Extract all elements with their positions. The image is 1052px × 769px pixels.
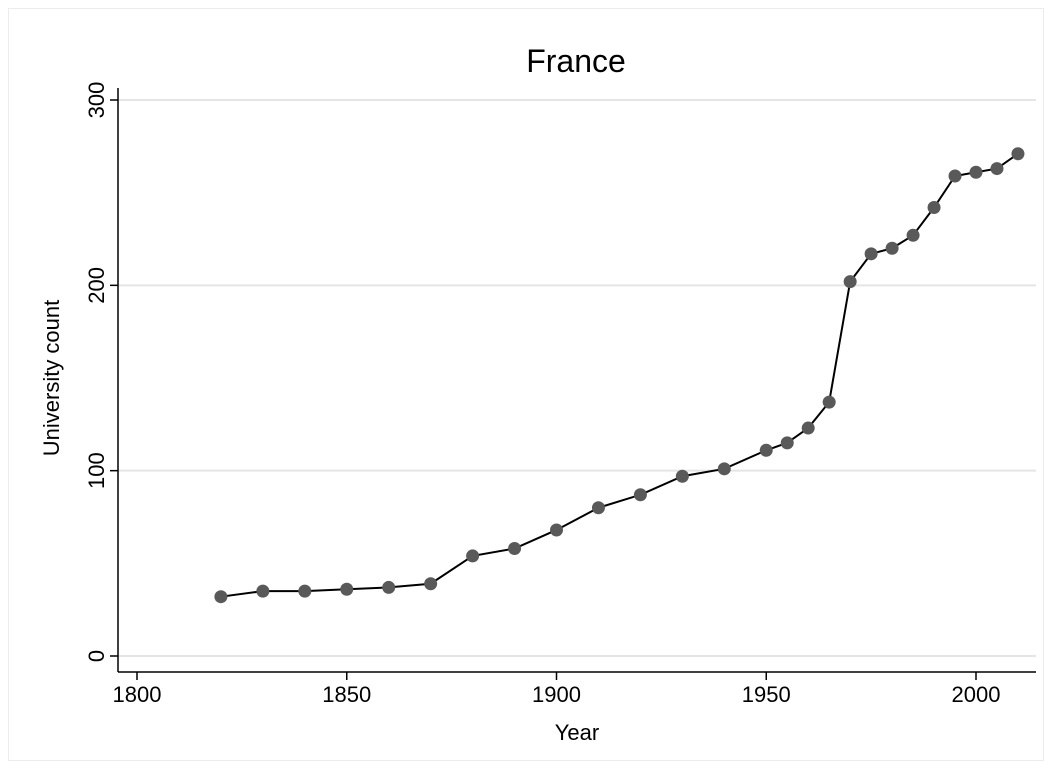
- y-tick-label-100: 100: [84, 452, 109, 489]
- tick-labels: 0 100 200 300 1800 1850 1900 1950 2000: [84, 82, 1000, 707]
- axes: [110, 88, 1036, 680]
- data-point-1830: [256, 584, 270, 598]
- y-tick-label-0: 0: [84, 650, 109, 662]
- chart-frame: [8, 8, 1044, 761]
- data-point-1975: [864, 247, 878, 261]
- data-point-1910: [591, 501, 605, 515]
- data-point-1890: [508, 542, 522, 556]
- data-point-1965: [822, 395, 836, 409]
- data-point-1995: [948, 169, 962, 183]
- x-tick-label-1800: 1800: [113, 682, 162, 707]
- data-point-1840: [298, 584, 312, 598]
- data-point-1990: [927, 200, 941, 214]
- data-point-2000: [969, 165, 983, 179]
- data-point-1930: [675, 469, 689, 483]
- series-france: [214, 147, 1025, 604]
- data-point-1820: [214, 590, 228, 604]
- data-point-1940: [717, 462, 731, 476]
- data-point-1870: [424, 577, 438, 591]
- data-point-2005: [990, 162, 1004, 176]
- data-point-1880: [466, 549, 480, 563]
- data-point-1920: [633, 488, 647, 502]
- x-tick-label-1950: 1950: [742, 682, 791, 707]
- data-point-2010: [1011, 147, 1025, 161]
- data-point-1960: [801, 421, 815, 435]
- data-point-1860: [382, 580, 396, 594]
- x-tick-label-1850: 1850: [322, 682, 371, 707]
- data-point-1955: [780, 436, 794, 450]
- data-point-1850: [340, 582, 354, 596]
- data-point-1970: [843, 275, 857, 289]
- y-tick-label-200: 200: [84, 267, 109, 304]
- chart-title: France: [526, 43, 626, 79]
- series-line: [220, 152, 1019, 598]
- y-tick-label-300: 300: [84, 82, 109, 119]
- grid-lines: [118, 99, 1036, 657]
- x-tick-label-2000: 2000: [952, 682, 1001, 707]
- data-point-1950: [759, 443, 773, 457]
- data-point-1985: [906, 228, 920, 242]
- data-point-1900: [550, 523, 563, 537]
- x-tick-label-1900: 1900: [532, 682, 581, 707]
- y-axis-title: University count: [39, 300, 64, 457]
- x-axis-title: Year: [555, 720, 599, 745]
- data-point-1980: [885, 241, 899, 255]
